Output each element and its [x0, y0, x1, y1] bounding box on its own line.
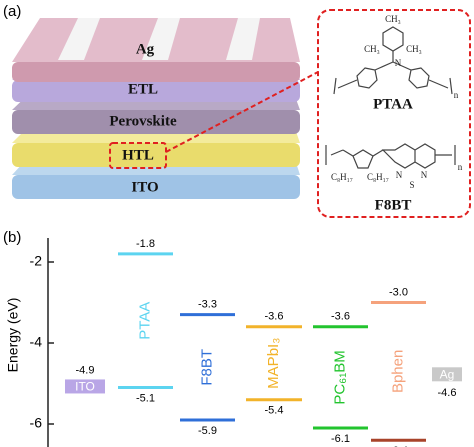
value-label: -5.1 [136, 392, 155, 404]
value-label: -5.4 [265, 405, 284, 417]
layer-label: ITO [131, 179, 158, 195]
value-label: -3.0 [389, 286, 408, 298]
panel-label: (a) [3, 3, 21, 20]
layer-front [12, 80, 300, 102]
material-name: PTAA [136, 302, 153, 340]
value-label: -3.6 [331, 311, 350, 323]
electrode-box [65, 379, 105, 394]
chem-label: N [421, 170, 428, 180]
value-label: -3.6 [265, 311, 284, 323]
value-label: -5.9 [198, 425, 217, 437]
electrode-stripe [58, 18, 100, 60]
layer-label: HTL [122, 147, 154, 163]
y-tick-label: -6 [30, 415, 43, 431]
value-label: -3.3 [198, 299, 217, 311]
layer-label: ETL [128, 81, 158, 97]
chem-label: CH₃ [385, 14, 401, 24]
layer-front [12, 175, 300, 199]
value-label: -4.9 [76, 364, 95, 376]
y-axis-label: Energy (eV) [5, 298, 21, 373]
electrode-stripe [142, 18, 180, 60]
layer-front [12, 110, 300, 134]
chem-label: n [454, 90, 459, 100]
connector [165, 71, 319, 153]
chem-label: N [395, 58, 402, 68]
bond [325, 143, 456, 169]
layer-label: Perovskite [109, 113, 177, 129]
highlight-box [109, 142, 167, 169]
molecule-name: PTAA [373, 96, 413, 112]
ring [408, 67, 430, 89]
layer-front [12, 62, 300, 82]
electrode-name: ITO [75, 380, 95, 394]
material-name: F8BT [198, 349, 215, 386]
chem-label: n [458, 162, 463, 172]
bond [374, 61, 394, 71]
bond [392, 61, 412, 71]
value-label: -1.8 [136, 238, 155, 250]
electrode-box [432, 367, 462, 382]
chem-label: C₈H₁₇ [367, 172, 389, 182]
chem-label: S [409, 180, 414, 190]
electrode-name: Ag [440, 367, 455, 381]
ring [356, 67, 378, 89]
material-name: MAPbI₃ [265, 338, 282, 389]
value-label: -4.6 [438, 387, 457, 399]
chem-label: N [396, 170, 403, 180]
panel-label: (b) [3, 229, 21, 246]
material-name: Bphen [389, 350, 406, 393]
layer-label: Ag [136, 41, 155, 57]
chem-label: CH₃ [406, 44, 422, 54]
molecule-name: F8BT [375, 197, 412, 213]
layer-front [12, 143, 300, 167]
ring [382, 26, 404, 52]
y-tick-label: -4 [30, 334, 43, 350]
chem-label: C₈H₁₇ [331, 172, 353, 182]
material-name: PC₆₁BM [331, 350, 348, 404]
chem-label: CH₃ [364, 44, 380, 54]
y-tick-label: -2 [30, 253, 43, 269]
value-label: -6.4 [389, 445, 408, 447]
inset-box [317, 9, 471, 218]
value-label: -6.1 [331, 433, 350, 445]
bond [333, 77, 453, 95]
electrode-stripe [226, 18, 260, 60]
